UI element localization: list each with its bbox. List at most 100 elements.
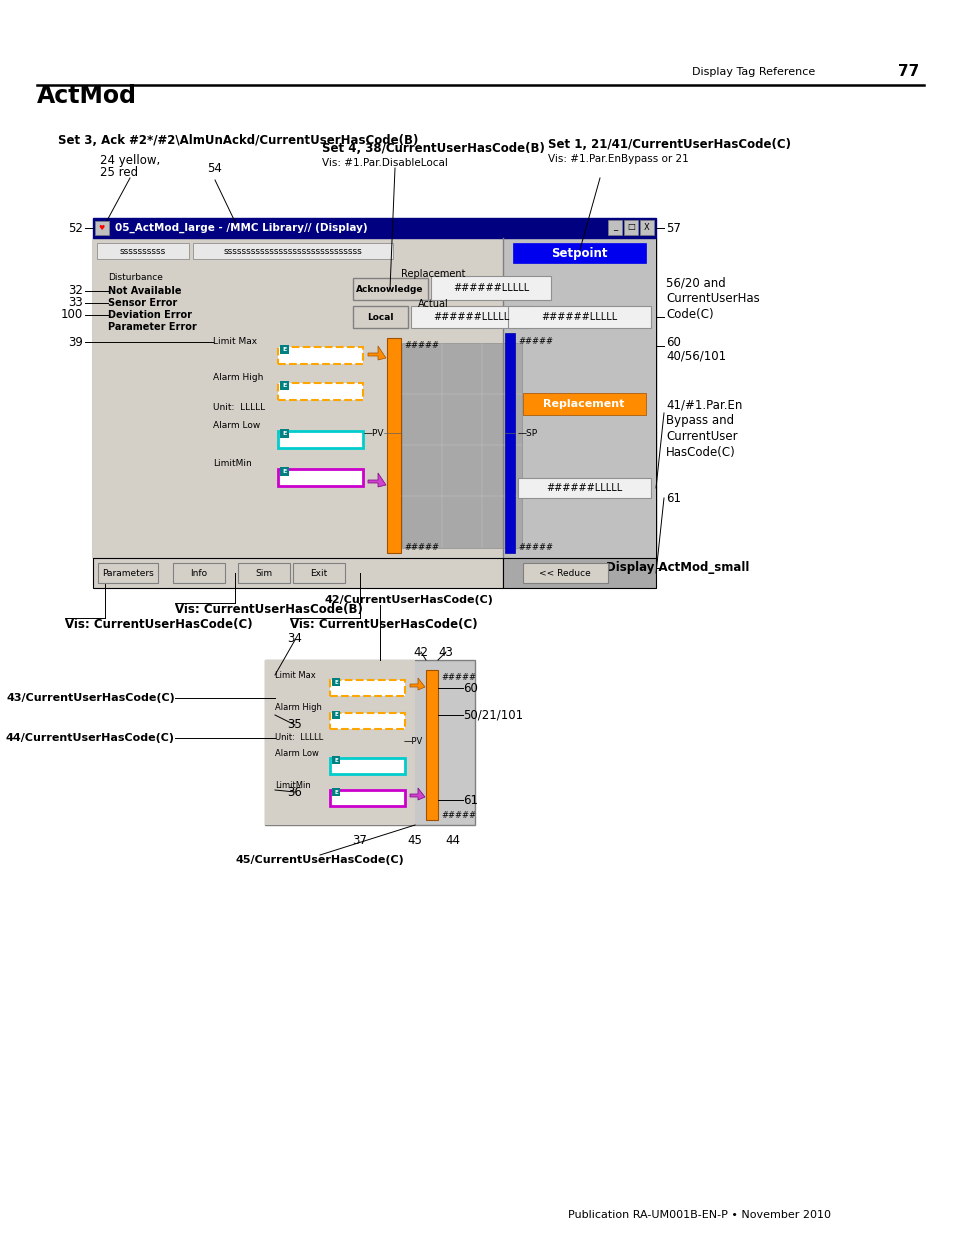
Text: Set 3, Ack #2*/#2\AlmUnAckd/CurrentUserHasCode(B): Set 3, Ack #2*/#2\AlmUnAckd/CurrentUserH… [58, 135, 418, 147]
Text: 54: 54 [207, 162, 222, 175]
Text: Set 4, 38/CurrentUserHasCode(B): Set 4, 38/CurrentUserHasCode(B) [322, 142, 544, 156]
Bar [277, 431, 363, 448]
Bar [517, 478, 650, 498]
Text: Not Available: Not Available [108, 287, 181, 296]
Bar [411, 306, 531, 329]
Bar [607, 220, 621, 235]
Text: E: E [283, 469, 287, 474]
Text: E: E [334, 789, 337, 794]
Bar [332, 711, 339, 719]
Bar [330, 790, 405, 806]
Bar [401, 343, 521, 548]
Bar [502, 238, 656, 558]
Text: Sensor Error: Sensor Error [108, 298, 177, 308]
Text: #####: ##### [440, 810, 476, 820]
Bar [332, 678, 339, 685]
Text: Local: Local [366, 312, 393, 321]
Text: ActMod: ActMod [37, 84, 137, 107]
Bar [293, 563, 345, 583]
Text: Set 1, 21/41/CurrentUserHasCode(C): Set 1, 21/41/CurrentUserHasCode(C) [547, 138, 790, 151]
Bar [280, 345, 289, 354]
Text: 37: 37 [353, 834, 367, 846]
Text: #####: ##### [403, 342, 438, 351]
Text: LimitMin: LimitMin [213, 459, 252, 468]
Text: —PV: —PV [403, 737, 422, 746]
Text: Vis: #1.Par.EnBypass or 21: Vis: #1.Par.EnBypass or 21 [547, 154, 688, 164]
Text: #####: ##### [403, 543, 438, 552]
Text: Info: Info [191, 568, 208, 578]
Text: #####: ##### [517, 543, 553, 552]
Text: ######LLLLL: ######LLLLL [433, 312, 509, 322]
Text: _: _ [612, 222, 617, 231]
Text: 100: 100 [61, 309, 83, 321]
Text: 40/56/101: 40/56/101 [665, 350, 725, 363]
Text: LimitMin: LimitMin [274, 781, 311, 789]
Text: 05_ActMod_large - /MMC Library// (Display): 05_ActMod_large - /MMC Library// (Displa… [115, 222, 367, 233]
Bar [353, 306, 408, 329]
Bar [237, 563, 290, 583]
Bar [431, 275, 551, 300]
Bar [95, 221, 109, 235]
Text: 36: 36 [287, 785, 301, 799]
Text: Alarm Low: Alarm Low [213, 421, 260, 431]
Text: 33: 33 [69, 296, 83, 310]
Text: 39: 39 [68, 336, 83, 348]
Bar [387, 338, 400, 553]
Text: Vis: CurrentUserHasCode(C): Vis: CurrentUserHasCode(C) [65, 618, 253, 631]
Bar [522, 393, 645, 415]
Text: ssssssssssssssssssssssssssssss: ssssssssssssssssssssssssssssss [223, 247, 362, 256]
Text: #####: ##### [517, 336, 553, 346]
Text: Publication RA-UM001B-EN-P • November 2010: Publication RA-UM001B-EN-P • November 20… [568, 1210, 831, 1220]
Text: Vis: CurrentUserHasCode(C): Vis: CurrentUserHasCode(C) [290, 618, 477, 631]
Text: Unit:  LLLLL: Unit: LLLLL [274, 734, 323, 742]
Bar [92, 219, 656, 238]
Bar [639, 220, 654, 235]
Text: —SP: —SP [517, 429, 537, 437]
Text: Parameter Error: Parameter Error [108, 322, 196, 332]
Text: ######LLLLL: ######LLLLL [540, 312, 617, 322]
Text: Acknowledge: Acknowledge [355, 284, 423, 294]
Text: 43/CurrentUserHasCode(C): 43/CurrentUserHasCode(C) [7, 693, 174, 703]
Text: Alarm Low: Alarm Low [274, 748, 318, 757]
Text: 42: 42 [413, 646, 428, 658]
Bar [98, 563, 158, 583]
Text: Deviation Error: Deviation Error [108, 310, 192, 320]
Text: Sim: Sim [255, 568, 273, 578]
Text: Disturbance: Disturbance [108, 273, 163, 283]
Polygon shape [410, 678, 424, 690]
Text: 41/#1.Par.En
Bypass and
CurrentUser
HasCode(C): 41/#1.Par.En Bypass and CurrentUser HasC… [665, 398, 741, 459]
Bar [265, 659, 415, 825]
Bar [522, 563, 607, 583]
Bar [280, 429, 289, 438]
Text: 24 yellow,: 24 yellow, [100, 154, 160, 167]
Text: Display ActMod_small: Display ActMod_small [605, 562, 749, 574]
Bar [426, 671, 437, 820]
Polygon shape [410, 788, 424, 800]
Bar [504, 333, 515, 553]
Text: Setpoint: Setpoint [550, 247, 607, 259]
Text: Display Tag Reference: Display Tag Reference [691, 67, 815, 77]
Text: #####: ##### [440, 673, 476, 683]
Bar [277, 383, 363, 400]
Text: E: E [334, 757, 337, 762]
Text: 44/CurrentUserHasCode(C): 44/CurrentUserHasCode(C) [6, 734, 174, 743]
Bar [277, 347, 363, 364]
Text: 50/21/101: 50/21/101 [462, 709, 522, 721]
Text: Vis: #1.Par.DisableLocal: Vis: #1.Par.DisableLocal [322, 158, 447, 168]
Bar [332, 788, 339, 797]
Text: 42/CurrentUserHasCode(C): 42/CurrentUserHasCode(C) [325, 595, 494, 605]
Text: E: E [283, 347, 287, 352]
Text: ssssssssss: ssssssssss [120, 247, 166, 256]
Text: 60: 60 [665, 336, 680, 350]
Text: 60: 60 [462, 682, 477, 694]
Bar [353, 278, 428, 300]
Bar [332, 756, 339, 764]
Text: Vis: CurrentUserHasCode(B): Vis: CurrentUserHasCode(B) [174, 603, 362, 616]
Text: Actual: Actual [417, 299, 448, 309]
Text: 34: 34 [287, 631, 301, 645]
Bar [330, 680, 405, 697]
Text: 61: 61 [665, 492, 680, 505]
Text: ######LLLLL: ######LLLLL [545, 483, 621, 493]
Bar [97, 243, 189, 259]
Text: E: E [334, 713, 337, 718]
